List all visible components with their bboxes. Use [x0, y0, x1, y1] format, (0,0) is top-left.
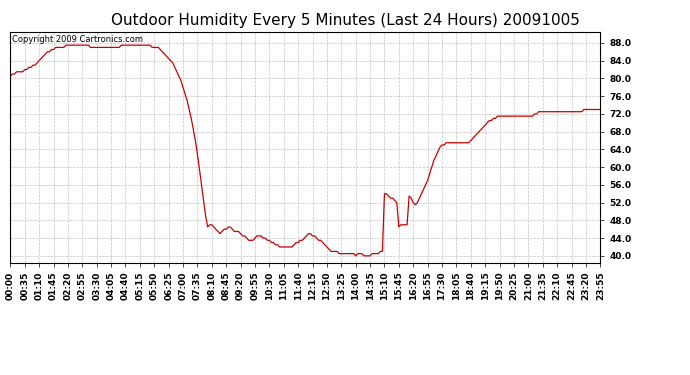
Text: Copyright 2009 Cartronics.com: Copyright 2009 Cartronics.com — [12, 35, 143, 44]
Text: Outdoor Humidity Every 5 Minutes (Last 24 Hours) 20091005: Outdoor Humidity Every 5 Minutes (Last 2… — [110, 13, 580, 28]
